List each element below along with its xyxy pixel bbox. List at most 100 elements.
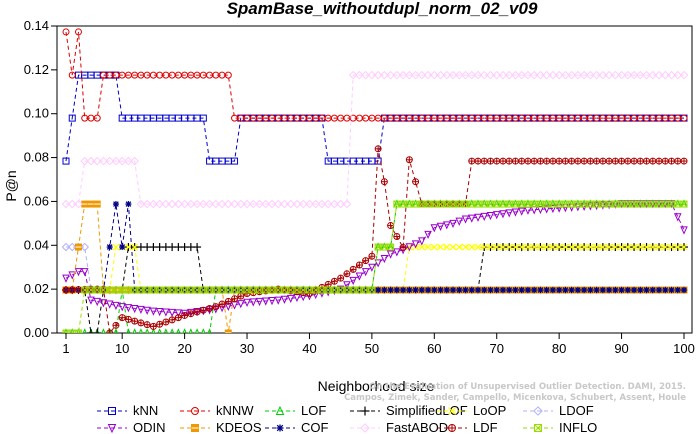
- legend-marker: [276, 424, 284, 432]
- data-point: [456, 287, 463, 294]
- data-point: [511, 157, 519, 165]
- data-point: [118, 303, 126, 312]
- x-tick-label: 30: [240, 341, 254, 356]
- data-point: [273, 199, 283, 209]
- legend-marker: [275, 405, 285, 415]
- data-point: [93, 200, 101, 208]
- data-point: [654, 70, 664, 80]
- legend-marker: [360, 406, 370, 416]
- data-point: [661, 157, 669, 165]
- data-point: [176, 328, 181, 333]
- data-point: [487, 243, 494, 251]
- data-point: [555, 243, 563, 251]
- data-point: [511, 70, 520, 80]
- data-point: [680, 243, 688, 251]
- data-point: [442, 70, 452, 80]
- data-point: [387, 222, 395, 230]
- data-point: [474, 243, 482, 251]
- legend-marker: [107, 424, 117, 434]
- credit-note: On the Evaluation of Unsupervised Outlie…: [344, 382, 686, 403]
- data-point: [74, 329, 82, 333]
- data-point: [549, 204, 557, 214]
- data-point: [143, 321, 151, 329]
- series-layer: [61, 28, 689, 333]
- data-point: [529, 70, 539, 80]
- data-point: [92, 156, 102, 166]
- data-point: [561, 157, 569, 165]
- data-point: [286, 199, 296, 209]
- data-point: [157, 328, 162, 333]
- data-point: [292, 199, 302, 209]
- data-point: [448, 70, 458, 80]
- series-knnw: [62, 28, 688, 122]
- data-point: [454, 70, 464, 80]
- data-point: [480, 212, 489, 222]
- legend-marker: [533, 406, 543, 416]
- data-point: [412, 178, 420, 186]
- x-tick-label: 100: [673, 341, 695, 356]
- data-point: [599, 157, 607, 165]
- data-point: [668, 157, 676, 165]
- data-point: [493, 243, 501, 251]
- data-point: [574, 287, 581, 294]
- y-tick-label: 0.14: [24, 18, 49, 33]
- x-axis: 1 10 20 30 40 50 60 70 80 90 100: [62, 333, 695, 356]
- data-point: [424, 230, 432, 240]
- data-point: [581, 287, 588, 294]
- data-point: [530, 243, 538, 251]
- data-point: [468, 287, 475, 294]
- data-point: [155, 308, 164, 317]
- data-point: [211, 199, 221, 209]
- data-point: [163, 328, 169, 333]
- data-point: [561, 70, 570, 80]
- y-tick-label: 0.08: [24, 150, 49, 165]
- data-point: [674, 157, 682, 165]
- x-tick-label: 40: [302, 341, 316, 356]
- data-point: [505, 209, 513, 218]
- data-point: [405, 243, 414, 252]
- data-point: [174, 314, 182, 322]
- data-point: [87, 200, 95, 208]
- data-point: [598, 70, 608, 80]
- x-tick-label: 50: [365, 341, 379, 356]
- data-point: [580, 202, 588, 211]
- data-point: [660, 70, 670, 80]
- data-point: [574, 243, 582, 251]
- data-point: [412, 287, 419, 294]
- data-point: [188, 328, 194, 333]
- data-point: [130, 304, 139, 314]
- data-point: [217, 199, 227, 209]
- data-point: [375, 287, 382, 294]
- data-point: [443, 243, 451, 251]
- data-point: [493, 287, 500, 294]
- data-point: [137, 319, 145, 327]
- data-point: [437, 287, 444, 294]
- data-point: [180, 199, 189, 209]
- data-point: [605, 243, 613, 251]
- data-point: [342, 199, 352, 209]
- data-point: [425, 287, 432, 294]
- legend: kNN kNNW LOF SimplifiedLOF LoOP LDOF ODIN KDEOS…: [97, 403, 597, 434]
- data-point: [649, 243, 657, 251]
- data-point: [599, 287, 606, 294]
- data-point: [68, 271, 77, 280]
- data-point: [248, 199, 258, 209]
- data-point: [261, 199, 271, 209]
- series-odin: [62, 200, 688, 318]
- data-point: [367, 70, 377, 80]
- data-point: [505, 157, 513, 165]
- data-point: [486, 70, 495, 80]
- data-point: [668, 243, 675, 251]
- data-point: [182, 328, 187, 333]
- data-point: [537, 287, 544, 294]
- data-point: [656, 287, 663, 294]
- legend-item-knn: kNN: [97, 403, 158, 418]
- data-point: [593, 287, 600, 294]
- data-point: [93, 297, 101, 307]
- data-point: [62, 286, 70, 294]
- data-point: [467, 70, 477, 80]
- data-point: [636, 157, 644, 165]
- data-point: [355, 70, 364, 80]
- data-point: [474, 157, 482, 165]
